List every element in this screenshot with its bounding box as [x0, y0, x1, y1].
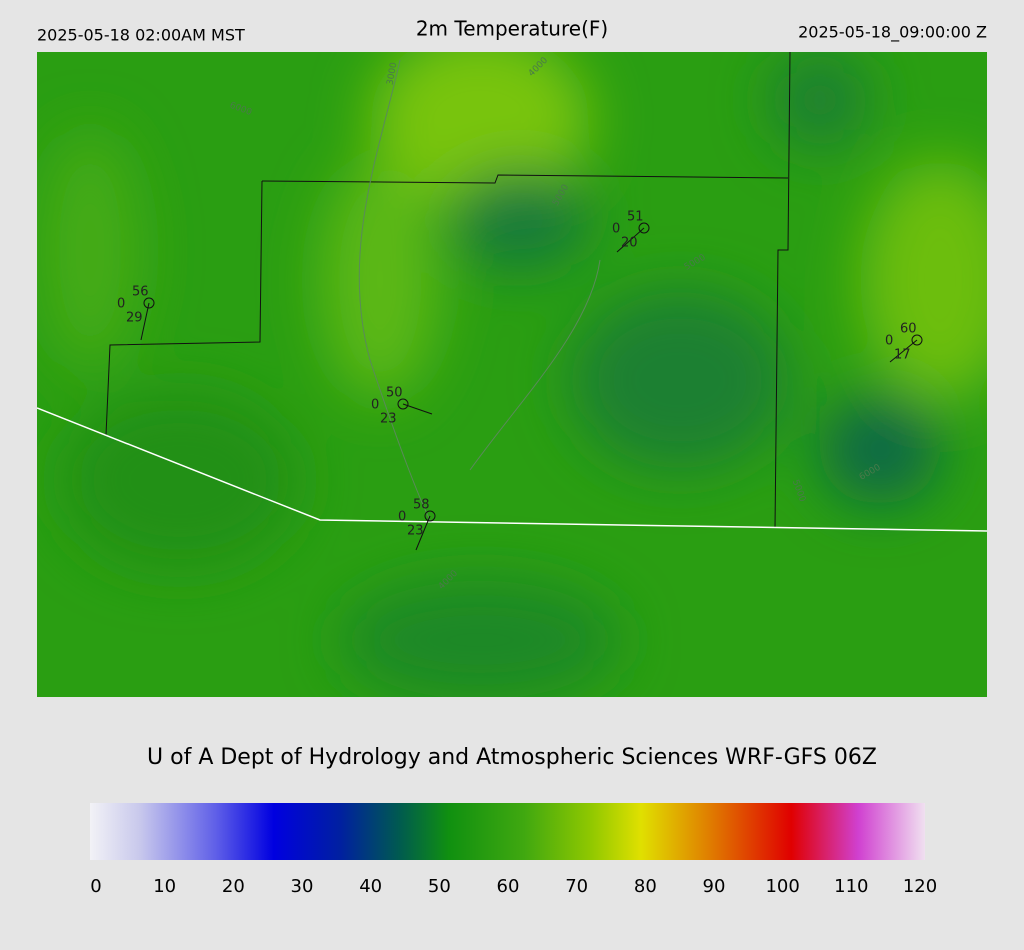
station-precip: 0	[371, 398, 379, 413]
colorbar-tick-label: 100	[765, 876, 799, 897]
colorbar-tick-label: 80	[634, 876, 657, 897]
colorbar-tick-label: 70	[565, 876, 588, 897]
station-precip: 0	[117, 297, 125, 312]
footer-credit: U of A Dept of Hydrology and Atmospheric…	[147, 745, 877, 770]
station-precip: 0	[612, 222, 620, 237]
colorbar-tick-label: 90	[703, 876, 726, 897]
colorbar-tick-label: 110	[834, 876, 868, 897]
wind-barb	[616, 227, 645, 253]
station-circle	[638, 222, 650, 234]
colorbar-tick-label: 40	[359, 876, 382, 897]
map-title: 2m Temperature(F)	[416, 17, 608, 41]
valid-local-time: 2025-05-18 02:00AM MST	[37, 26, 245, 45]
station-temperature: 58	[413, 498, 430, 513]
station-dewpoint: 20	[621, 236, 638, 251]
contour-label: 3000	[386, 61, 400, 86]
colorbar-tick-label: 20	[222, 876, 245, 897]
colorbar-tick-label: 30	[291, 876, 314, 897]
station-circle	[143, 297, 155, 309]
station-dewpoint: 23	[407, 524, 424, 539]
colorbar	[90, 803, 925, 860]
station-precip: 0	[398, 510, 406, 525]
station-temperature: 60	[900, 322, 917, 337]
colorbar-tick-label: 60	[497, 876, 520, 897]
colorbar-tick-label: 0	[90, 876, 101, 897]
station-circle	[397, 398, 409, 410]
station-dewpoint: 17	[894, 348, 911, 363]
station-dewpoint: 23	[380, 412, 397, 427]
wind-barb	[140, 302, 150, 341]
station-temperature: 56	[132, 285, 149, 300]
station-circle	[424, 510, 436, 522]
wind-barb	[889, 339, 918, 363]
station-temperature: 51	[627, 210, 644, 225]
station-temperature: 50	[386, 386, 403, 401]
colorbar-tick-label: 50	[428, 876, 451, 897]
station-dewpoint: 29	[126, 311, 143, 326]
colorbar-tick-label: 120	[903, 876, 937, 897]
station-precip: 0	[885, 334, 893, 349]
station-circle	[911, 334, 923, 346]
wind-barb	[415, 515, 431, 551]
valid-utc-time: 2025-05-18_09:00:00 Z	[798, 23, 987, 43]
colorbar-tick-label: 10	[153, 876, 176, 897]
